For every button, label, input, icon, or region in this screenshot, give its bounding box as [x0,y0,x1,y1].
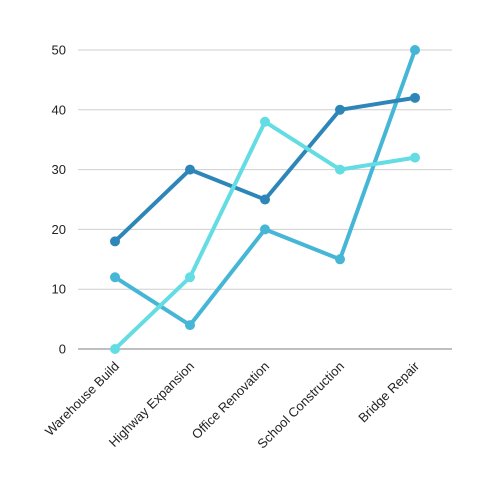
data-point [185,164,195,175]
data-point [335,254,345,265]
gridlines [78,49,452,290]
x-tick-label: Bridge Repair [355,358,422,425]
data-point [410,152,420,163]
data-point [260,194,270,205]
series-2 [110,45,420,331]
y-tick-label: 40 [52,102,66,117]
data-point [260,116,270,127]
y-tick-label: 30 [52,162,66,177]
data-point [335,164,345,175]
x-tick-label: Office Renovation [189,359,273,443]
series-1 [110,92,420,247]
data-point [185,320,195,331]
data-point [185,272,195,283]
series-line [113,119,417,351]
series-group [110,45,420,354]
data-point [110,344,120,354]
data-point [110,272,120,283]
series-line [113,48,417,328]
data-point [110,236,120,247]
data-point [260,224,270,235]
y-tick-label: 10 [52,282,66,297]
data-point [410,92,420,103]
data-point [335,104,345,115]
y-tick-label: 20 [52,222,66,237]
y-tick-label: 0 [59,342,66,357]
data-point [410,45,420,55]
x-tick-label: Highway Expansion [106,359,197,450]
y-axis-tick-labels: 0 10 20 30 40 50 [52,43,66,357]
y-tick-label: 50 [52,43,66,58]
x-tick-label: Warehouse Build [42,359,122,439]
series-3 [110,116,420,354]
